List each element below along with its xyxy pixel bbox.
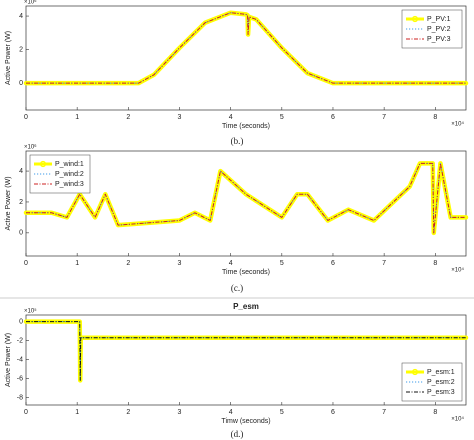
x-axis-label: Time (seconds) xyxy=(222,123,270,130)
y-tick-label: 0 xyxy=(19,318,23,325)
caption: (d.) xyxy=(231,429,244,439)
x-tick-label: 6 xyxy=(331,114,335,121)
x-tick-label: 0 xyxy=(24,409,28,416)
series-line xyxy=(26,12,466,84)
x-tick-label: 4 xyxy=(229,114,233,121)
plot-area xyxy=(25,314,467,406)
y-tick-label: -8 xyxy=(17,394,23,401)
legend-label: P_wind:3 xyxy=(55,181,84,188)
x-tick-label: 6 xyxy=(331,260,335,267)
x-tick-label: 3 xyxy=(178,114,182,121)
y-axis-label: Active Power (W) xyxy=(5,176,12,230)
y-tick-label: -6 xyxy=(17,375,23,382)
x-tick-label: 1 xyxy=(75,260,79,267)
y-axis-label: Active Power (W) xyxy=(5,333,12,387)
series-line xyxy=(26,321,466,381)
legend-box xyxy=(29,154,91,194)
y-tick-label: 0 xyxy=(19,80,23,87)
x-tick-label: 5 xyxy=(280,260,284,267)
legend: P_esm:1 P_esm:2 P_esm:3 xyxy=(401,362,463,402)
x-axis-label: Timw (seconds) xyxy=(221,418,270,425)
legend-label: P_wind:2 xyxy=(55,171,84,178)
x-tick-label: 5 xyxy=(280,409,284,416)
x-tick-label: 7 xyxy=(382,409,386,416)
legend-label: P_esm:1 xyxy=(427,369,455,376)
legend-label: P_PV:1 xyxy=(427,16,451,23)
caption: (c.) xyxy=(231,283,243,293)
chart-title: P_esm xyxy=(233,302,259,311)
x-tick-label: 2 xyxy=(126,260,130,267)
x-tick-label: 2 xyxy=(126,114,130,121)
x-tick-label: 6 xyxy=(331,409,335,416)
y-tick-label: 0 xyxy=(19,230,23,237)
x-tick-label: 3 xyxy=(178,409,182,416)
y-exponent: ×10⁵ xyxy=(24,308,37,315)
x-tick-label: 0 xyxy=(24,260,28,267)
legend-label: P_esm:3 xyxy=(427,389,455,396)
x-tick-label: 8 xyxy=(433,114,437,121)
y-tick-label: 2 xyxy=(19,199,23,206)
y-tick-label: 4 xyxy=(19,168,23,175)
x-tick-label: 3 xyxy=(178,260,182,267)
series-line xyxy=(26,162,466,234)
x-tick-label: 7 xyxy=(382,260,386,267)
x-exponent: ×10⁴ xyxy=(451,121,464,128)
y-exponent: ×10⁶ xyxy=(24,0,37,6)
y-exponent: ×10⁶ xyxy=(24,144,37,151)
x-tick-label: 7 xyxy=(382,114,386,121)
legend-box xyxy=(401,9,463,49)
x-tick-label: 8 xyxy=(433,260,437,267)
legend: P_PV:1 P_PV:2 P_PV:3 xyxy=(401,9,463,49)
x-axis-label: Time (seconds) xyxy=(222,269,270,276)
legend-label: P_PV:3 xyxy=(427,36,451,43)
legend-label: P_esm:2 xyxy=(427,379,455,386)
x-tick-label: 4 xyxy=(229,260,233,267)
x-tick-label: 4 xyxy=(229,409,233,416)
y-tick-label: 4 xyxy=(19,13,23,20)
y-tick-label: -4 xyxy=(17,356,23,363)
x-tick-label: 2 xyxy=(126,409,130,416)
y-tick-label: 2 xyxy=(19,46,23,53)
x-tick-label: 5 xyxy=(280,114,284,121)
plot-area xyxy=(25,150,467,257)
x-tick-label: 1 xyxy=(75,409,79,416)
y-tick-label: -2 xyxy=(17,337,23,344)
legend-label: P_PV:2 xyxy=(427,26,451,33)
x-tick-label: 1 xyxy=(75,114,79,121)
legend-marker xyxy=(39,160,47,168)
legend-marker xyxy=(411,368,419,376)
caption: (b.) xyxy=(231,136,244,146)
legend-marker xyxy=(411,15,419,23)
x-exponent: ×10⁴ xyxy=(451,416,464,423)
x-exponent: ×10⁴ xyxy=(451,267,464,274)
x-tick-label: 8 xyxy=(433,409,437,416)
x-tick-label: 0 xyxy=(24,114,28,121)
legend-label: P_wind:1 xyxy=(55,161,84,168)
y-axis-label: Active Power (W) xyxy=(5,31,12,85)
legend: P_wind:1 P_wind:2 P_wind:3 xyxy=(29,154,91,194)
